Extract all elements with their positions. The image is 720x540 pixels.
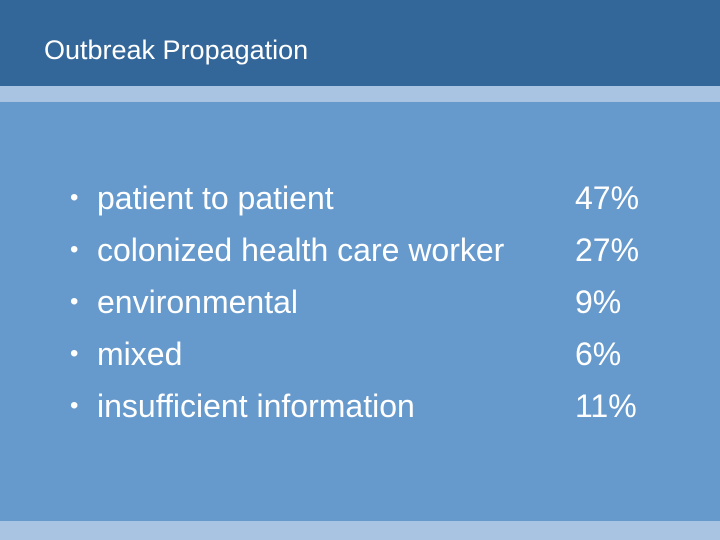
bullet: • <box>70 392 79 419</box>
list-item: • insufficient information 11% <box>0 380 720 432</box>
title-bar: Outbreak Propagation <box>0 0 720 86</box>
bullet: • <box>70 184 79 211</box>
item-value: 47% <box>575 180 640 216</box>
bottom-stripe <box>0 521 720 540</box>
item-label: patient to patient <box>97 180 334 216</box>
item-value: 27% <box>575 232 640 268</box>
item-value: 6% <box>575 336 622 372</box>
item-value: 11% <box>575 388 637 424</box>
list-item: • environmental 9% <box>0 276 720 328</box>
list-item: • mixed 6% <box>0 328 720 380</box>
top-stripe <box>0 86 720 102</box>
item-label: mixed <box>97 336 183 372</box>
list-item: • patient to patient 47% <box>0 172 720 224</box>
item-value: 9% <box>575 284 622 320</box>
item-label: environmental <box>97 284 298 320</box>
item-label: insufficient information <box>97 388 415 424</box>
list-item: • colonized health care worker 27% <box>0 224 720 276</box>
bullet: • <box>70 236 79 263</box>
bullet: • <box>70 288 79 315</box>
item-label: colonized health care worker <box>97 232 505 268</box>
slide-title: Outbreak Propagation <box>44 35 309 65</box>
bullet: • <box>70 340 79 367</box>
